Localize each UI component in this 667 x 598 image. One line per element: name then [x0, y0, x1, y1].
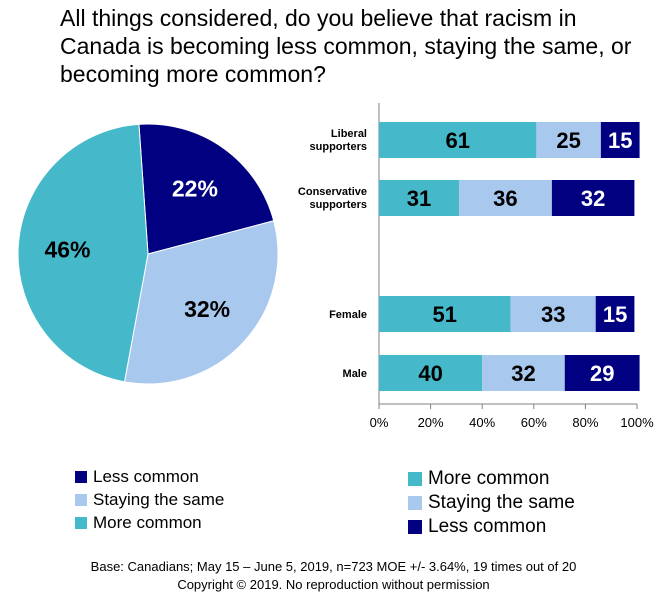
category-label: Liberal supporters: [310, 128, 367, 153]
pie-chart: 22% 32% 46%: [17, 123, 279, 385]
bar-legend-item-less: Less common: [408, 515, 575, 539]
stacked-bar-chart: Liberal supporters 61 25 15 Conservative suppo…: [298, 103, 654, 430]
bar-value-label: 31: [407, 186, 431, 211]
bar-legend-item-same: Staying the same: [408, 491, 575, 515]
x-tick-label: 40%: [469, 415, 495, 430]
legend-swatch-more: [408, 472, 422, 486]
chart-title: All things considered, do you believe th…: [60, 5, 632, 87]
pie-legend-label-same: Staying the same: [93, 489, 225, 509]
x-tick-label: 80%: [572, 415, 598, 430]
bar-segment-staying-the-same: [458, 180, 552, 216]
bar-legend: More common Staying the same Less common: [408, 467, 575, 539]
bar-value-label: 33: [541, 302, 565, 327]
category-label: Male: [343, 368, 367, 380]
bar-segment-more-common: [379, 180, 459, 216]
bar-value-label: 61: [445, 128, 469, 153]
bar-value-label: 40: [418, 361, 442, 386]
legend-swatch-more: [75, 516, 87, 529]
legend-swatch-less: [408, 520, 422, 534]
bar-segment-less-common: [564, 355, 640, 391]
bar-segment-less-common: [595, 296, 635, 332]
bar-value-label: 32: [511, 361, 535, 386]
pie-legend: Less common Staying the same More common: [75, 465, 224, 534]
pie-slice-more-common: [17, 123, 149, 383]
bar-value-label: 29: [590, 361, 614, 386]
pie-slice-staying-the-same: [123, 220, 279, 385]
bar-segment-more-common: [379, 296, 511, 332]
category-label: Conservative supporters: [298, 186, 367, 211]
legend-swatch-less: [75, 470, 87, 483]
pie-legend-label-more: More common: [93, 512, 202, 532]
pie-legend-item-same: Staying the same: [75, 488, 224, 511]
category-label: Female: [329, 309, 367, 321]
bar-value-label: 36: [493, 186, 517, 211]
bar-value-label: 25: [556, 128, 580, 153]
bar-legend-label-less: Less common: [428, 516, 547, 537]
bar-segment-staying-the-same: [510, 296, 596, 332]
bar-segment-staying-the-same: [482, 355, 565, 391]
pie-label-staying-the-same: 32%: [184, 296, 230, 322]
pie-label-less-common: 22%: [172, 176, 218, 202]
pie-legend-label-less: Less common: [93, 466, 199, 486]
bar-value-label: 15: [608, 128, 632, 153]
x-tick-label: 100%: [620, 415, 654, 430]
bar-segment-less-common: [551, 180, 635, 216]
bar-value-label: 15: [603, 302, 627, 327]
pie-legend-item-less: Less common: [75, 465, 224, 488]
x-tick-label: 60%: [521, 415, 547, 430]
legend-swatch-same: [75, 493, 87, 506]
x-tick-label: 0%: [370, 415, 389, 430]
bar-value-label: 32: [581, 186, 605, 211]
bar-value-label: 51: [433, 302, 457, 327]
bar-legend-label-more: More common: [428, 468, 550, 489]
bar-segment-less-common: [600, 122, 640, 158]
bar-segment-more-common: [379, 122, 537, 158]
pie-legend-item-more: More common: [75, 511, 224, 534]
legend-swatch-same: [408, 496, 422, 510]
footer-base: Base: Canadians; May 15 – June 5, 2019, …: [90, 559, 577, 574]
pie-slice-less-common: [138, 123, 275, 255]
bar-segment-more-common: [379, 355, 483, 391]
footer-copyright: Copyright © 2019. No reproduction withou…: [177, 577, 490, 592]
bar-segment-staying-the-same: [536, 122, 601, 158]
pie-label-more-common: 46%: [44, 237, 90, 263]
x-tick-label: 20%: [418, 415, 444, 430]
bar-legend-item-more: More common: [408, 467, 575, 491]
bar-legend-label-same: Staying the same: [428, 492, 575, 513]
